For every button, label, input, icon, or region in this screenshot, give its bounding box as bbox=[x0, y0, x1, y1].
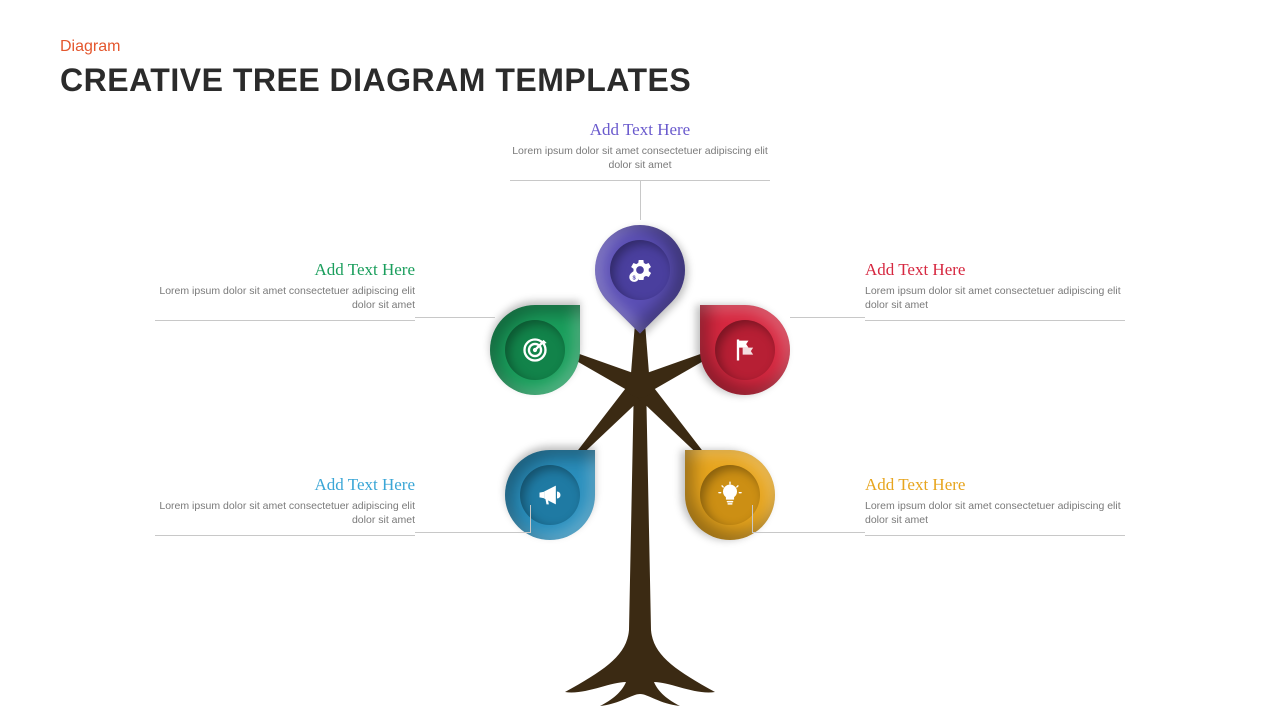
leaf-left-lower bbox=[505, 450, 595, 540]
target-icon bbox=[505, 320, 565, 380]
label-rule bbox=[155, 320, 415, 321]
connector bbox=[530, 505, 531, 533]
megaphone-icon bbox=[520, 465, 580, 525]
bulb-icon bbox=[700, 465, 760, 525]
connector bbox=[415, 532, 531, 533]
label-rule bbox=[155, 535, 415, 536]
label-heading: Add Text Here bbox=[155, 260, 415, 280]
label-body: Lorem ipsum dolor sit amet consectetuer … bbox=[865, 499, 1125, 527]
connector bbox=[640, 180, 641, 220]
connector bbox=[415, 317, 495, 318]
label-rule bbox=[865, 535, 1125, 536]
label-body: Lorem ipsum dolor sit amet consectetuer … bbox=[155, 499, 415, 527]
flag-icon bbox=[715, 320, 775, 380]
label-body: Lorem ipsum dolor sit amet consectetuer … bbox=[510, 144, 770, 172]
category-label: Diagram bbox=[60, 38, 120, 56]
leaf-right-lower bbox=[685, 450, 775, 540]
label-heading: Add Text Here bbox=[865, 475, 1125, 495]
label-top: Add Text Here Lorem ipsum dolor sit amet … bbox=[510, 120, 770, 181]
connector bbox=[752, 505, 753, 533]
label-body: Lorem ipsum dolor sit amet consectetuer … bbox=[865, 284, 1125, 312]
label-right-lower: Add Text Here Lorem ipsum dolor sit amet … bbox=[865, 475, 1125, 536]
label-rule bbox=[510, 180, 770, 181]
label-left-upper: Add Text Here Lorem ipsum dolor sit amet … bbox=[155, 260, 415, 321]
label-heading: Add Text Here bbox=[155, 475, 415, 495]
leaf-right-upper bbox=[700, 305, 790, 395]
connector bbox=[752, 532, 865, 533]
label-heading: Add Text Here bbox=[865, 260, 1125, 280]
tree-diagram: $ Add Text Here Lorem ipsum dolor sit amet… bbox=[0, 110, 1280, 710]
gear-dollar-icon: $ bbox=[610, 240, 670, 300]
label-right-upper: Add Text Here Lorem ipsum dolor sit amet … bbox=[865, 260, 1125, 321]
page: Diagram CREATIVE TREE DIAGRAM TEMPLATES … bbox=[0, 0, 1280, 720]
label-heading: Add Text Here bbox=[510, 120, 770, 140]
connector bbox=[790, 317, 865, 318]
leaf-top: $ bbox=[595, 225, 685, 315]
label-body: Lorem ipsum dolor sit amet consectetuer … bbox=[155, 284, 415, 312]
label-rule bbox=[865, 320, 1125, 321]
leaf-left-upper bbox=[490, 305, 580, 395]
label-left-lower: Add Text Here Lorem ipsum dolor sit amet … bbox=[155, 475, 415, 536]
page-title: CREATIVE TREE DIAGRAM TEMPLATES bbox=[60, 62, 691, 99]
